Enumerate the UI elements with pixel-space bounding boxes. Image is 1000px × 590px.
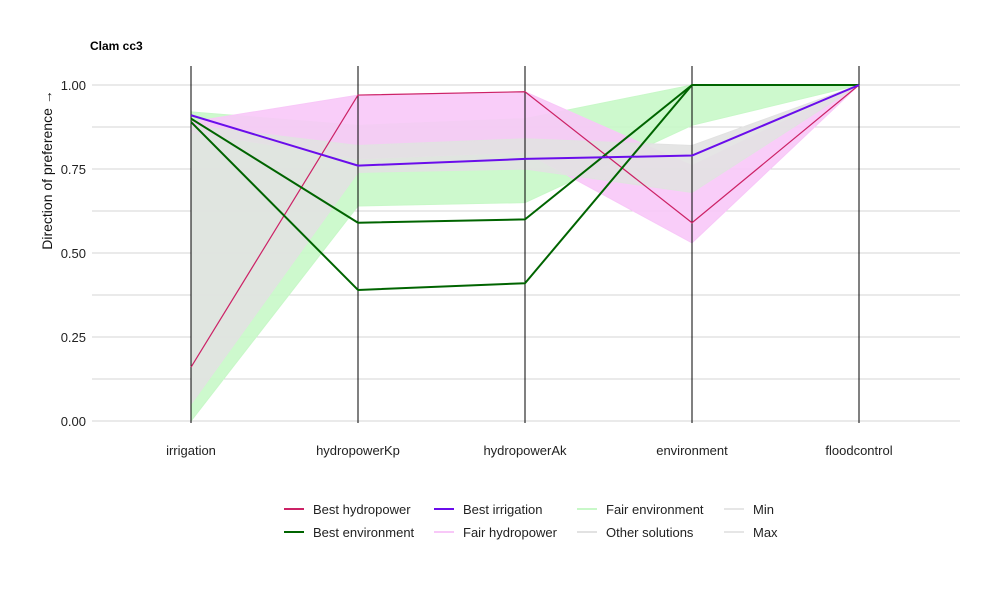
chart-title: Clam cc3: [90, 39, 143, 53]
y-tick-label: 0.75: [61, 162, 86, 177]
x-tick-label: irrigation: [166, 443, 216, 458]
x-tick-label: hydropowerAk: [483, 443, 567, 458]
y-tick-label: 0.25: [61, 330, 86, 345]
x-tick-label: hydropowerKp: [316, 443, 400, 458]
legend-label: Other solutions: [606, 525, 694, 540]
series-best-environment: [190, 84, 859, 224]
axis-layer: [190, 66, 860, 423]
y-tick-label: 1.00: [61, 78, 86, 93]
legend-label: Fair environment: [606, 502, 704, 517]
legend-label: Best irrigation: [463, 502, 542, 517]
x-tick-label: environment: [656, 443, 728, 458]
legend-label: Min: [753, 502, 774, 517]
legend-label: Max: [753, 525, 778, 540]
legend-label: Best hydropower: [313, 502, 411, 517]
legend-label: Fair hydropower: [463, 525, 558, 540]
y-axis-label: Direction of preference →: [39, 90, 55, 250]
y-tick-label: 0.50: [61, 246, 86, 261]
series-best-hydropower: [190, 84, 860, 368]
tick-layer: 0.00 0.25 0.50 0.75 1.00 irrigation hydropower…: [61, 78, 893, 458]
series-best-irrigation: [190, 84, 860, 167]
x-tick-label: floodcontrol: [825, 443, 892, 458]
series-layer: [190, 84, 860, 368]
legend-label: Best environment: [313, 525, 415, 540]
legend: Best hydropower Best environment Best irri…: [284, 502, 778, 540]
y-tick-label: 0.00: [61, 414, 86, 429]
